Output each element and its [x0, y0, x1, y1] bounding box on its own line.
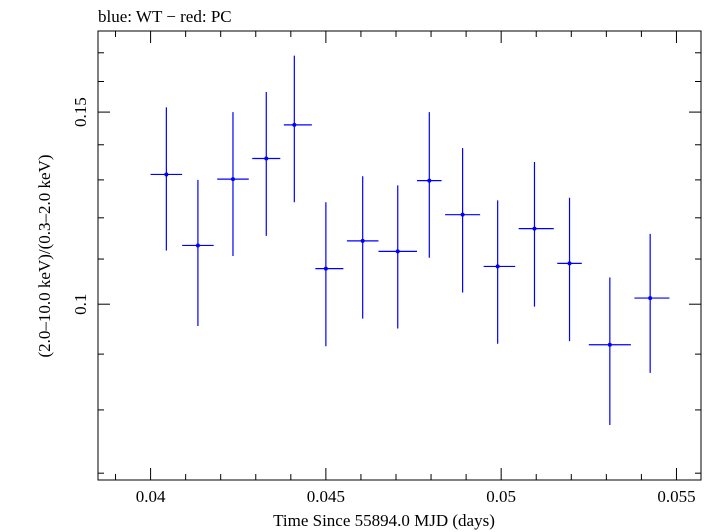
point-marker	[230, 177, 235, 182]
y-tick-label: 0.1	[71, 294, 90, 315]
data-point	[283, 55, 312, 203]
x-axis-label: Time Since 55894.0 MJD (days)	[273, 511, 495, 530]
point-marker	[195, 243, 200, 248]
data-point	[557, 197, 582, 342]
data-point	[483, 200, 516, 344]
point-marker	[495, 264, 500, 269]
point-marker	[567, 261, 572, 266]
data-point	[634, 233, 670, 373]
point-marker	[164, 172, 169, 177]
data-point	[445, 148, 481, 293]
x-tick-label: 0.04	[136, 487, 166, 506]
data-point	[150, 107, 183, 251]
point-marker	[323, 266, 328, 271]
data-point	[217, 112, 249, 257]
axis-ticks	[98, 31, 701, 480]
point-marker	[427, 178, 432, 183]
y-tick-label: 0.15	[71, 97, 90, 127]
data-point	[518, 162, 554, 307]
data-point	[182, 179, 214, 327]
chart-title: blue: WT − red: PC	[98, 7, 232, 26]
data-point	[417, 112, 442, 258]
point-marker	[607, 342, 612, 347]
x-tick-label: 0.045	[307, 487, 345, 506]
data-point	[588, 277, 631, 425]
point-marker	[648, 296, 653, 301]
data-points	[150, 55, 670, 425]
data-point	[252, 91, 281, 236]
data-point	[378, 185, 418, 329]
point-marker	[292, 122, 297, 127]
point-marker	[460, 212, 465, 217]
point-marker	[395, 249, 400, 254]
x-tick-label: 0.055	[657, 487, 695, 506]
data-point	[346, 176, 379, 319]
point-marker	[532, 226, 537, 231]
y-axis-label: (2.0–10.0 keV)/(0.3–2.0 keV)	[35, 154, 54, 357]
point-marker	[264, 156, 269, 161]
plot-frame	[97, 30, 702, 481]
data-point	[315, 202, 344, 347]
axis-tick-labels: 0.04 0.045 0.05 0.055 0.1 0.15	[71, 97, 696, 506]
x-tick-label: 0.05	[486, 487, 516, 506]
point-marker	[360, 238, 365, 243]
